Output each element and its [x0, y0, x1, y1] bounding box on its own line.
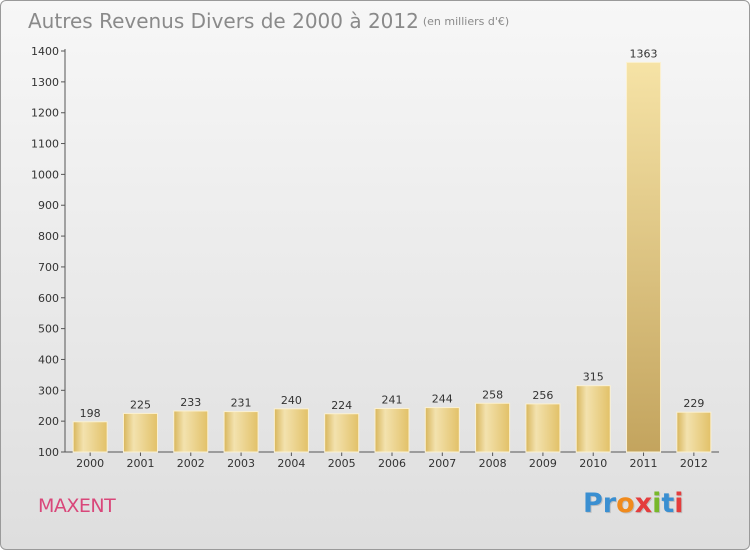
y-tick-label: 300 — [38, 384, 59, 397]
commune-name: MAXENT — [38, 495, 116, 517]
x-tick-label: 2003 — [227, 457, 255, 470]
x-tick-label: 2000 — [76, 457, 104, 470]
y-tick-label: 1400 — [31, 45, 59, 58]
y-tick-label: 700 — [38, 261, 59, 274]
y-tick-label: 1300 — [31, 76, 59, 89]
data-label: 224 — [331, 399, 352, 412]
value-labels: 198 225 233 231 240 224 241 244 258 256 315 1363 229 — [80, 47, 705, 419]
x-tick-label: 2011 — [630, 457, 658, 470]
x-tick-label: 2001 — [126, 457, 154, 470]
bar — [676, 411, 712, 453]
logo-letter: x — [634, 488, 653, 519]
bar — [525, 403, 561, 453]
chart-title-text: Autres Revenus Divers de 2000 à 2012 — [28, 9, 419, 33]
x-tick-label: 2008 — [479, 457, 507, 470]
logo-letter: i — [674, 488, 684, 519]
axes: 100 200 300 400 500 600 700 800 900 1000 1100 1200 1… — [31, 45, 719, 470]
data-label: 258 — [482, 388, 503, 401]
bar — [626, 61, 662, 453]
bar — [575, 385, 611, 453]
data-label: 231 — [231, 397, 252, 410]
x-tick-label: 2002 — [177, 457, 205, 470]
y-tick-label: 1000 — [31, 168, 59, 181]
x-tick-label: 2009 — [529, 457, 557, 470]
y-tick-label: 200 — [38, 415, 59, 428]
chart-unit: (en milliers d'€) — [422, 15, 510, 28]
chart-title: Autres Revenus Divers de 2000 à 2012 (en … — [28, 9, 509, 33]
data-label: 241 — [382, 394, 403, 407]
data-label: 233 — [180, 396, 201, 409]
bar — [324, 413, 360, 453]
proxiti-logo: Proxiti — [583, 488, 684, 519]
logo-letter: t — [661, 488, 675, 519]
y-tick-label: 1100 — [31, 138, 59, 151]
data-label: 256 — [532, 389, 553, 402]
y-tick-label: 100 — [38, 446, 59, 459]
bar — [223, 411, 259, 453]
bar — [273, 408, 309, 453]
bars — [72, 61, 712, 453]
bar — [424, 407, 460, 453]
data-label: 315 — [583, 371, 604, 384]
data-label: 229 — [683, 397, 704, 410]
x-tick-label: 2005 — [328, 457, 356, 470]
x-tick-label: 2010 — [579, 457, 607, 470]
data-label: 240 — [281, 394, 302, 407]
data-label: 198 — [80, 407, 101, 420]
data-label: 1363 — [630, 47, 658, 60]
x-tick-label: 2007 — [428, 457, 456, 470]
y-tick-label: 500 — [38, 323, 59, 336]
bar — [72, 421, 108, 453]
bar — [374, 408, 410, 453]
logo-letter: i — [652, 488, 662, 519]
data-label: 225 — [130, 398, 151, 411]
y-tick-label: 400 — [38, 353, 59, 366]
x-tick-label: 2004 — [277, 457, 305, 470]
y-tick-label: 800 — [38, 230, 59, 243]
logo-letter: P — [583, 488, 603, 519]
x-tick-label: 2006 — [378, 457, 406, 470]
y-tick-label: 900 — [38, 199, 59, 212]
y-tick-label: 1200 — [31, 107, 59, 120]
data-label: 244 — [432, 393, 453, 406]
bar — [475, 402, 511, 453]
bar — [122, 412, 158, 453]
logo-letter: o — [616, 488, 635, 519]
x-tick-label: 2012 — [680, 457, 708, 470]
logo-letter: r — [602, 488, 617, 519]
bar — [173, 410, 209, 453]
y-tick-label: 600 — [38, 292, 59, 305]
